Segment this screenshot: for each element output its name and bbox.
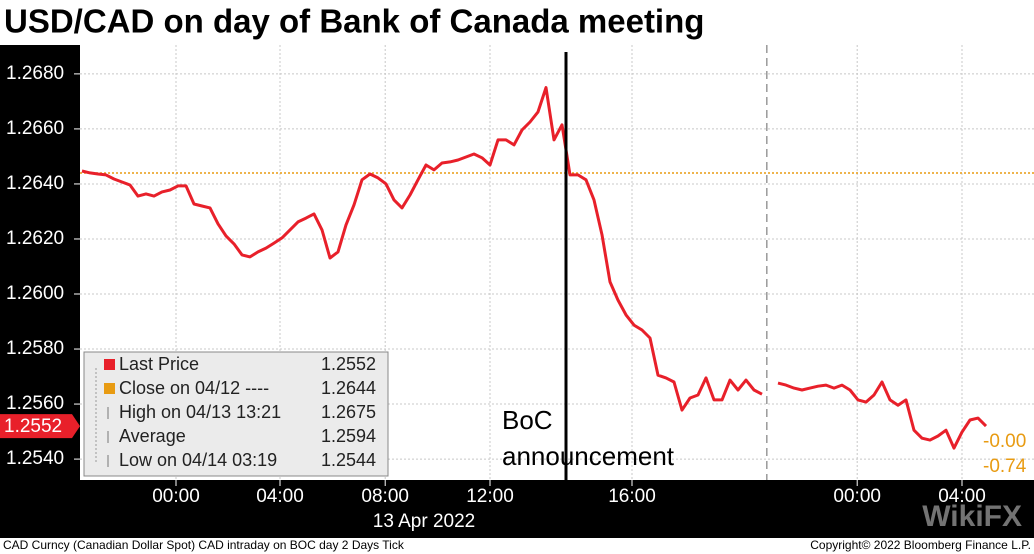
legend-value: 1.2594 <box>321 426 376 446</box>
legend-label: Close on 04/12 ---- <box>119 378 269 398</box>
y-tick-label: 1.2680 <box>6 63 64 84</box>
x-tick-label: 04:00 <box>256 486 304 507</box>
price-line <box>81 86 763 412</box>
marks <box>80 52 1034 480</box>
right-label: -0.00 <box>983 431 1026 452</box>
last-price-label: 1.2552 <box>4 416 62 437</box>
grid <box>80 45 1034 480</box>
legend-value: 1.2552 <box>321 354 376 374</box>
x-tick-label: 00:00 <box>152 486 200 507</box>
x-tick-label: 16:00 <box>608 486 656 507</box>
y-tick-label: 1.2620 <box>6 228 64 249</box>
date-label: 13 Apr 2022 <box>373 511 475 532</box>
legend-swatch <box>104 383 115 394</box>
legend-label: High on 04/13 13:21 <box>119 402 281 422</box>
y-axis-panel <box>0 45 80 538</box>
x-tick-label: 00:00 <box>833 486 881 507</box>
y-tick-label: 1.2640 <box>6 173 64 194</box>
chart-title: USD/CAD on day of Bank of Canada meeting <box>4 3 704 40</box>
y-tick-label: 1.2560 <box>6 393 64 414</box>
y-tick-label: 1.2580 <box>6 338 64 359</box>
right-label: -0.74 <box>983 456 1027 477</box>
x-axis-panel <box>80 480 1034 538</box>
last-price-tag <box>0 414 80 439</box>
y-tick-label: 1.2600 <box>6 283 64 304</box>
legend-swatch <box>104 359 115 370</box>
legend-value: 1.2544 <box>321 450 376 470</box>
watermark: WikiFX <box>922 500 1022 533</box>
event-label: BoC <box>502 405 553 435</box>
x-tick-label: 04:00 <box>938 486 986 507</box>
legend-label: Average <box>119 426 186 446</box>
legend-value: 1.2644 <box>321 378 376 398</box>
y-tick-label: 1.2540 <box>6 448 64 469</box>
footer-left: CAD Curncy (Canadian Dollar Spot) CAD in… <box>3 538 405 552</box>
x-tick-label: 12:00 <box>466 486 514 507</box>
x-tick-label: 08:00 <box>361 486 409 507</box>
legend-box <box>83 351 389 477</box>
legend-label: Low on 04/14 03:19 <box>119 450 277 470</box>
legend: Last Price 1.2552 Close on 04/12 ---- 1.264… <box>83 351 389 477</box>
legend-value: 1.2675 <box>321 402 376 422</box>
price-line <box>777 380 988 450</box>
legend-label: Last Price <box>119 354 199 374</box>
y-tick-label: 1.2660 <box>6 118 64 139</box>
event-label: announcement <box>502 441 675 471</box>
footer-right: Copyright© 2022 Bloomberg Finance L.P. <box>810 538 1031 552</box>
